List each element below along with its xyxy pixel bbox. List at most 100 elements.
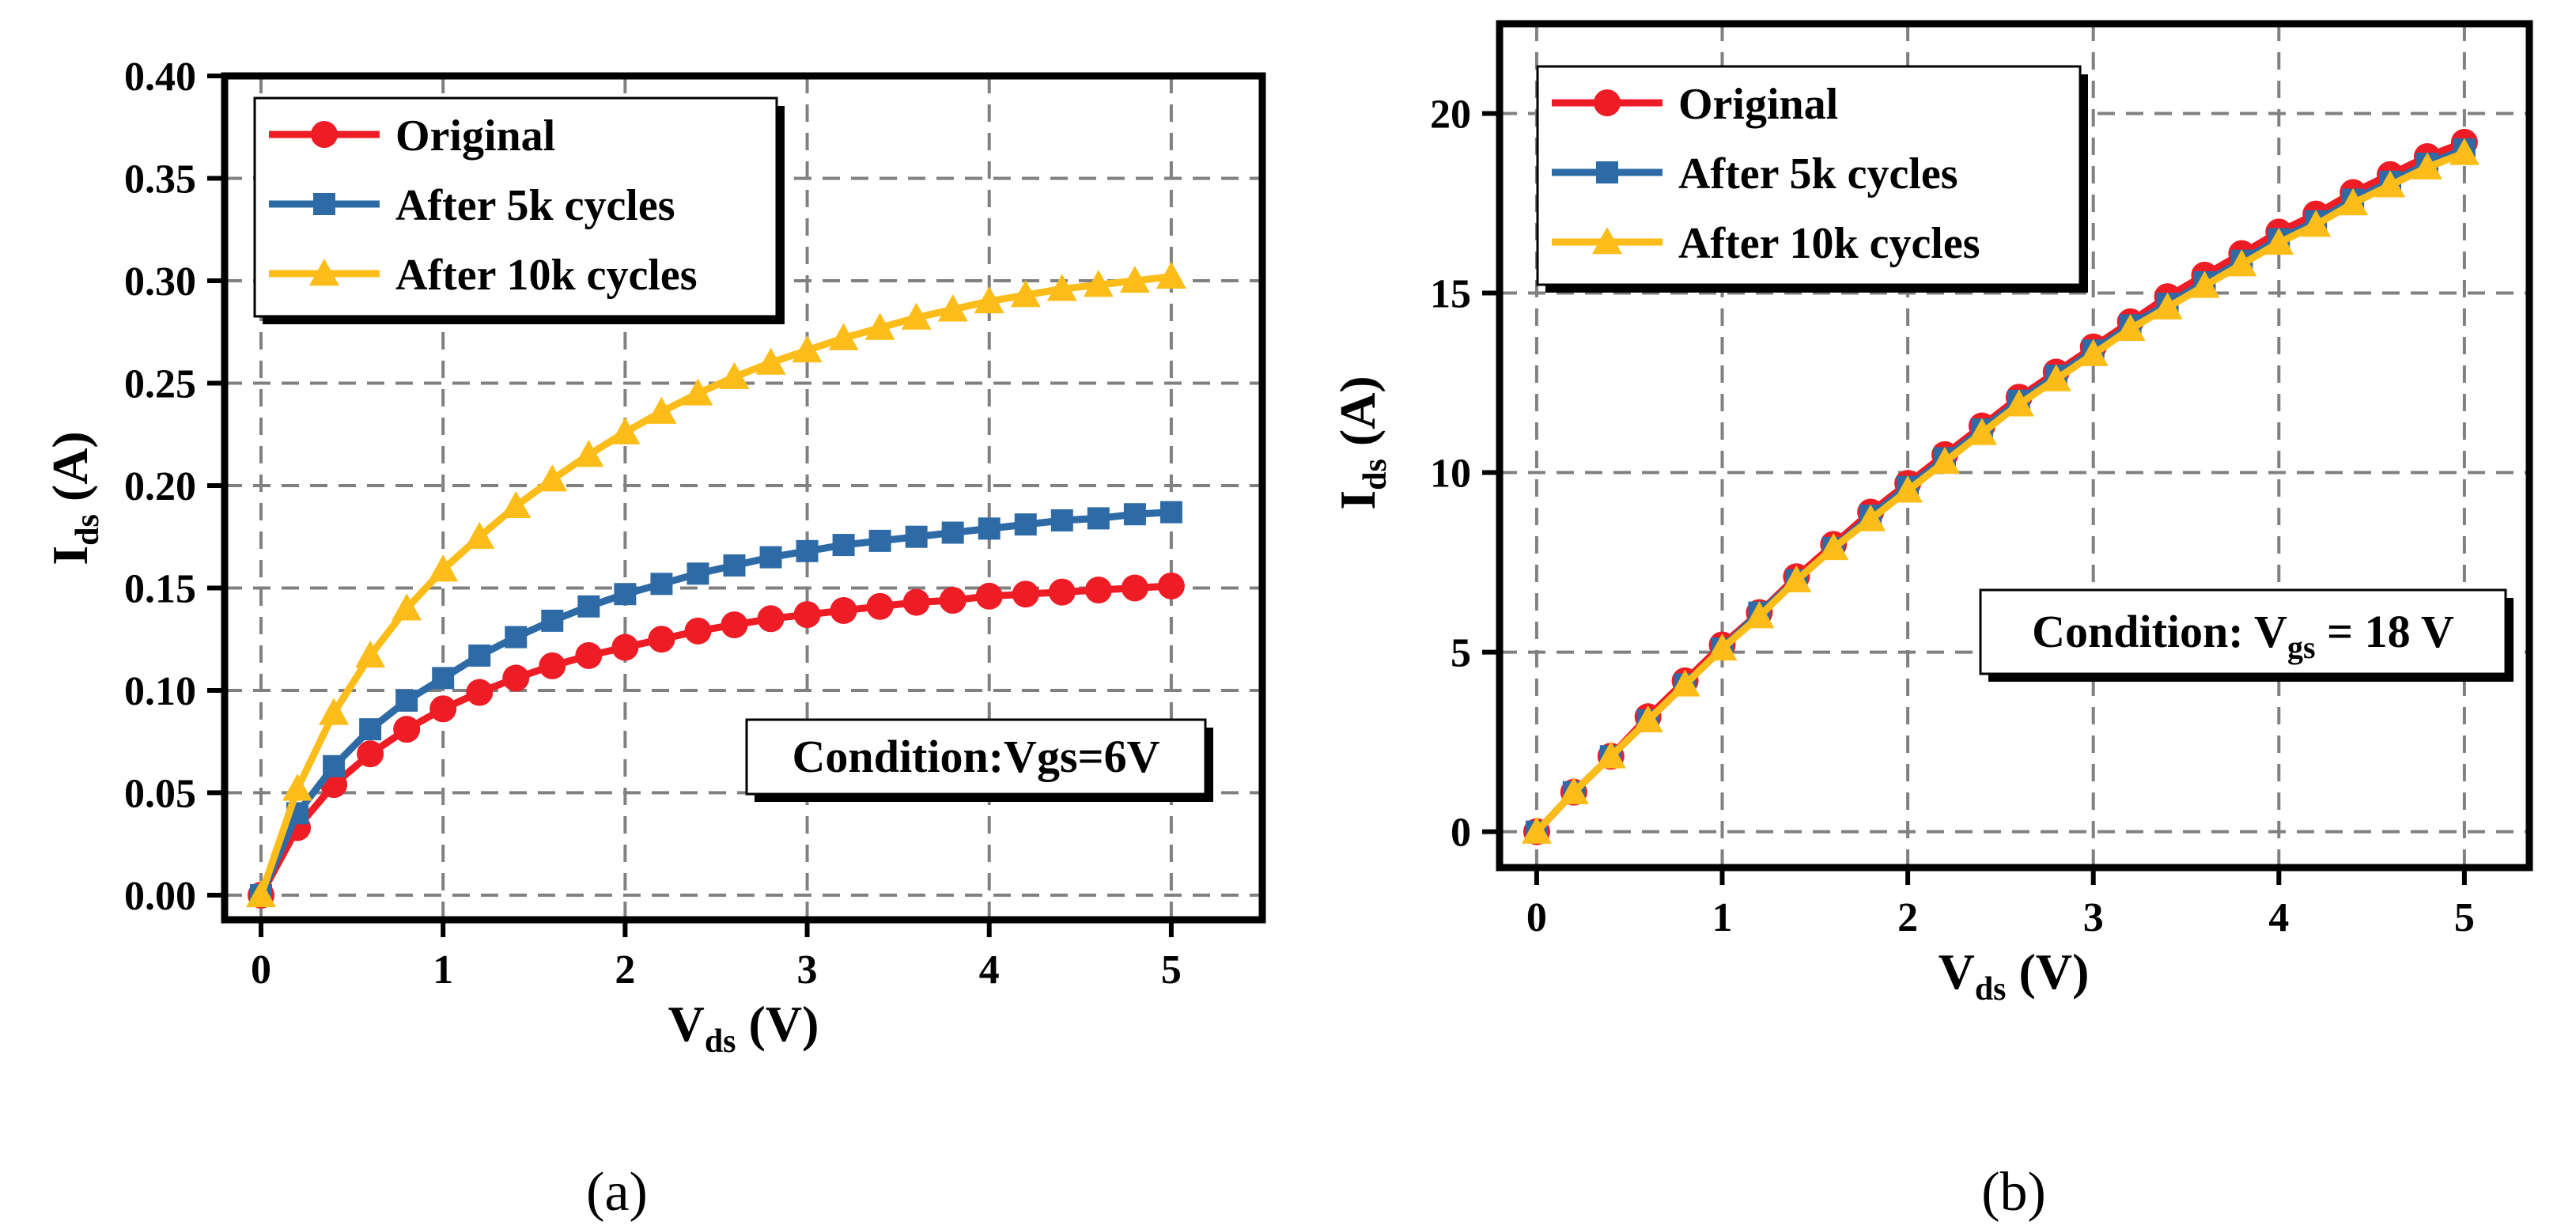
condition-shadow-right — [2506, 598, 2514, 682]
data-point — [2189, 270, 2220, 298]
legend-label: Original — [1678, 80, 1838, 129]
data-point — [1087, 507, 1110, 530]
data-point — [1893, 475, 1923, 503]
y-tick-label: 0.25 — [124, 361, 196, 407]
data-point — [2338, 188, 2369, 216]
data-point — [1084, 577, 1112, 604]
data-point — [830, 596, 857, 624]
data-point — [2301, 210, 2332, 237]
legend-shadow-bottom — [263, 316, 785, 324]
x-tick-label: 2 — [1897, 895, 1918, 940]
data-point — [902, 588, 930, 616]
data-point — [1818, 532, 1849, 561]
y-tick-label: 5 — [1451, 631, 1471, 676]
data-point — [610, 417, 641, 444]
data-point — [393, 716, 421, 743]
y-tick-label: 10 — [1430, 452, 1471, 497]
data-point — [1781, 565, 1812, 592]
x-tick-label: 5 — [1161, 947, 1182, 993]
data-point — [429, 695, 457, 723]
data-point — [355, 640, 386, 668]
legend-label: After 10k cycles — [1678, 219, 1980, 268]
panel-label-a: (a) — [586, 1162, 648, 1223]
data-point — [1159, 501, 1182, 524]
data-point — [319, 698, 350, 725]
data-point — [1855, 504, 1886, 531]
data-point — [466, 679, 494, 706]
data-point — [357, 740, 384, 768]
data-point — [1083, 270, 1114, 297]
tick-labels: 0 1 2 3 4 5 0.00 0.05 0.10 0.15 0.20 0.25 0.30 0.35 0.… — [124, 55, 1182, 993]
condition-shadow-bottom — [755, 794, 1213, 802]
data-point — [868, 529, 891, 552]
data-point — [759, 546, 782, 569]
data-point — [1157, 572, 1185, 599]
data-point — [1156, 261, 1186, 289]
data-point — [901, 302, 932, 330]
data-point — [2411, 152, 2442, 180]
data-point — [2449, 138, 2480, 165]
data-point — [1012, 580, 1039, 608]
data-point — [793, 601, 821, 629]
data-point — [1632, 705, 1663, 733]
x-tick-label: 0 — [1526, 895, 1547, 940]
data-point — [1707, 633, 1738, 661]
chart-panel-a: 0 1 2 3 4 5 0.00 0.05 0.10 0.15 0.20 0.25 0.30 0.35 0.… — [42, 55, 1266, 1223]
data-point — [1014, 513, 1037, 536]
data-point — [684, 617, 712, 645]
legend: Original After 5k cycles After 10k cycles — [253, 96, 785, 324]
data-point — [2375, 170, 2406, 198]
y-axis-label: Ids (A) — [42, 431, 106, 565]
data-point — [939, 586, 966, 614]
y-tick-label: 20 — [1430, 93, 1471, 138]
series-after-10k-cycles — [1521, 138, 2480, 844]
legend-marker — [311, 121, 338, 148]
y-tick-label: 0.20 — [124, 464, 196, 509]
x-tick-label: 0 — [251, 947, 271, 993]
x-tick-label: 1 — [1712, 895, 1733, 940]
condition-text: Condition:Vgs=6V — [792, 731, 1160, 782]
data-point — [575, 641, 603, 669]
data-point — [864, 312, 895, 340]
condition-text: Condition: Vgs = 18 V — [2032, 606, 2454, 665]
condition-annotation: Condition:Vgs=6V — [745, 718, 1213, 802]
data-point — [573, 440, 604, 467]
y-tick-label: 0.15 — [124, 566, 196, 611]
y-tick-label: 15 — [1430, 272, 1471, 317]
x-tick-label: 3 — [797, 947, 818, 993]
data-point — [2003, 389, 2034, 417]
data-point — [792, 335, 823, 363]
y-axis-label: Ids (A) — [1330, 376, 1394, 509]
data-point — [1558, 777, 1589, 804]
data-point — [796, 539, 819, 562]
data-point — [1744, 601, 1775, 629]
data-point — [537, 464, 568, 492]
data-point — [1595, 741, 1626, 769]
legend-marker — [309, 259, 339, 286]
data-point — [650, 573, 673, 596]
data-point — [866, 592, 894, 620]
condition-annotation: Condition: Vgs = 18 V — [1979, 588, 2514, 682]
legend-label: After 10k cycles — [395, 251, 698, 300]
data-point — [282, 773, 313, 801]
data-point — [1930, 446, 1961, 475]
data-point — [432, 667, 455, 690]
data-point — [323, 754, 346, 777]
condition-shadow-right — [1205, 728, 1213, 802]
data-point — [392, 593, 422, 621]
plot-frame — [1496, 20, 2533, 872]
legend-marker — [1592, 227, 1622, 255]
data-point — [246, 879, 277, 908]
legend-entries: Original After 5k cycles After 10k cycles — [1552, 80, 1980, 268]
data-point — [611, 633, 639, 661]
data-point — [2264, 227, 2294, 255]
x-tick-label: 4 — [2268, 895, 2289, 940]
data-point — [978, 517, 1001, 540]
legend-label: After 5k cycles — [395, 181, 675, 230]
legend-marker — [1596, 161, 1618, 183]
y-tick-label: 0.05 — [124, 771, 196, 816]
data-point — [1670, 669, 1700, 697]
data-point — [683, 378, 713, 406]
data-point — [614, 583, 637, 606]
legend-entries: Original After 5k cycles After 10k cycles — [269, 112, 698, 300]
